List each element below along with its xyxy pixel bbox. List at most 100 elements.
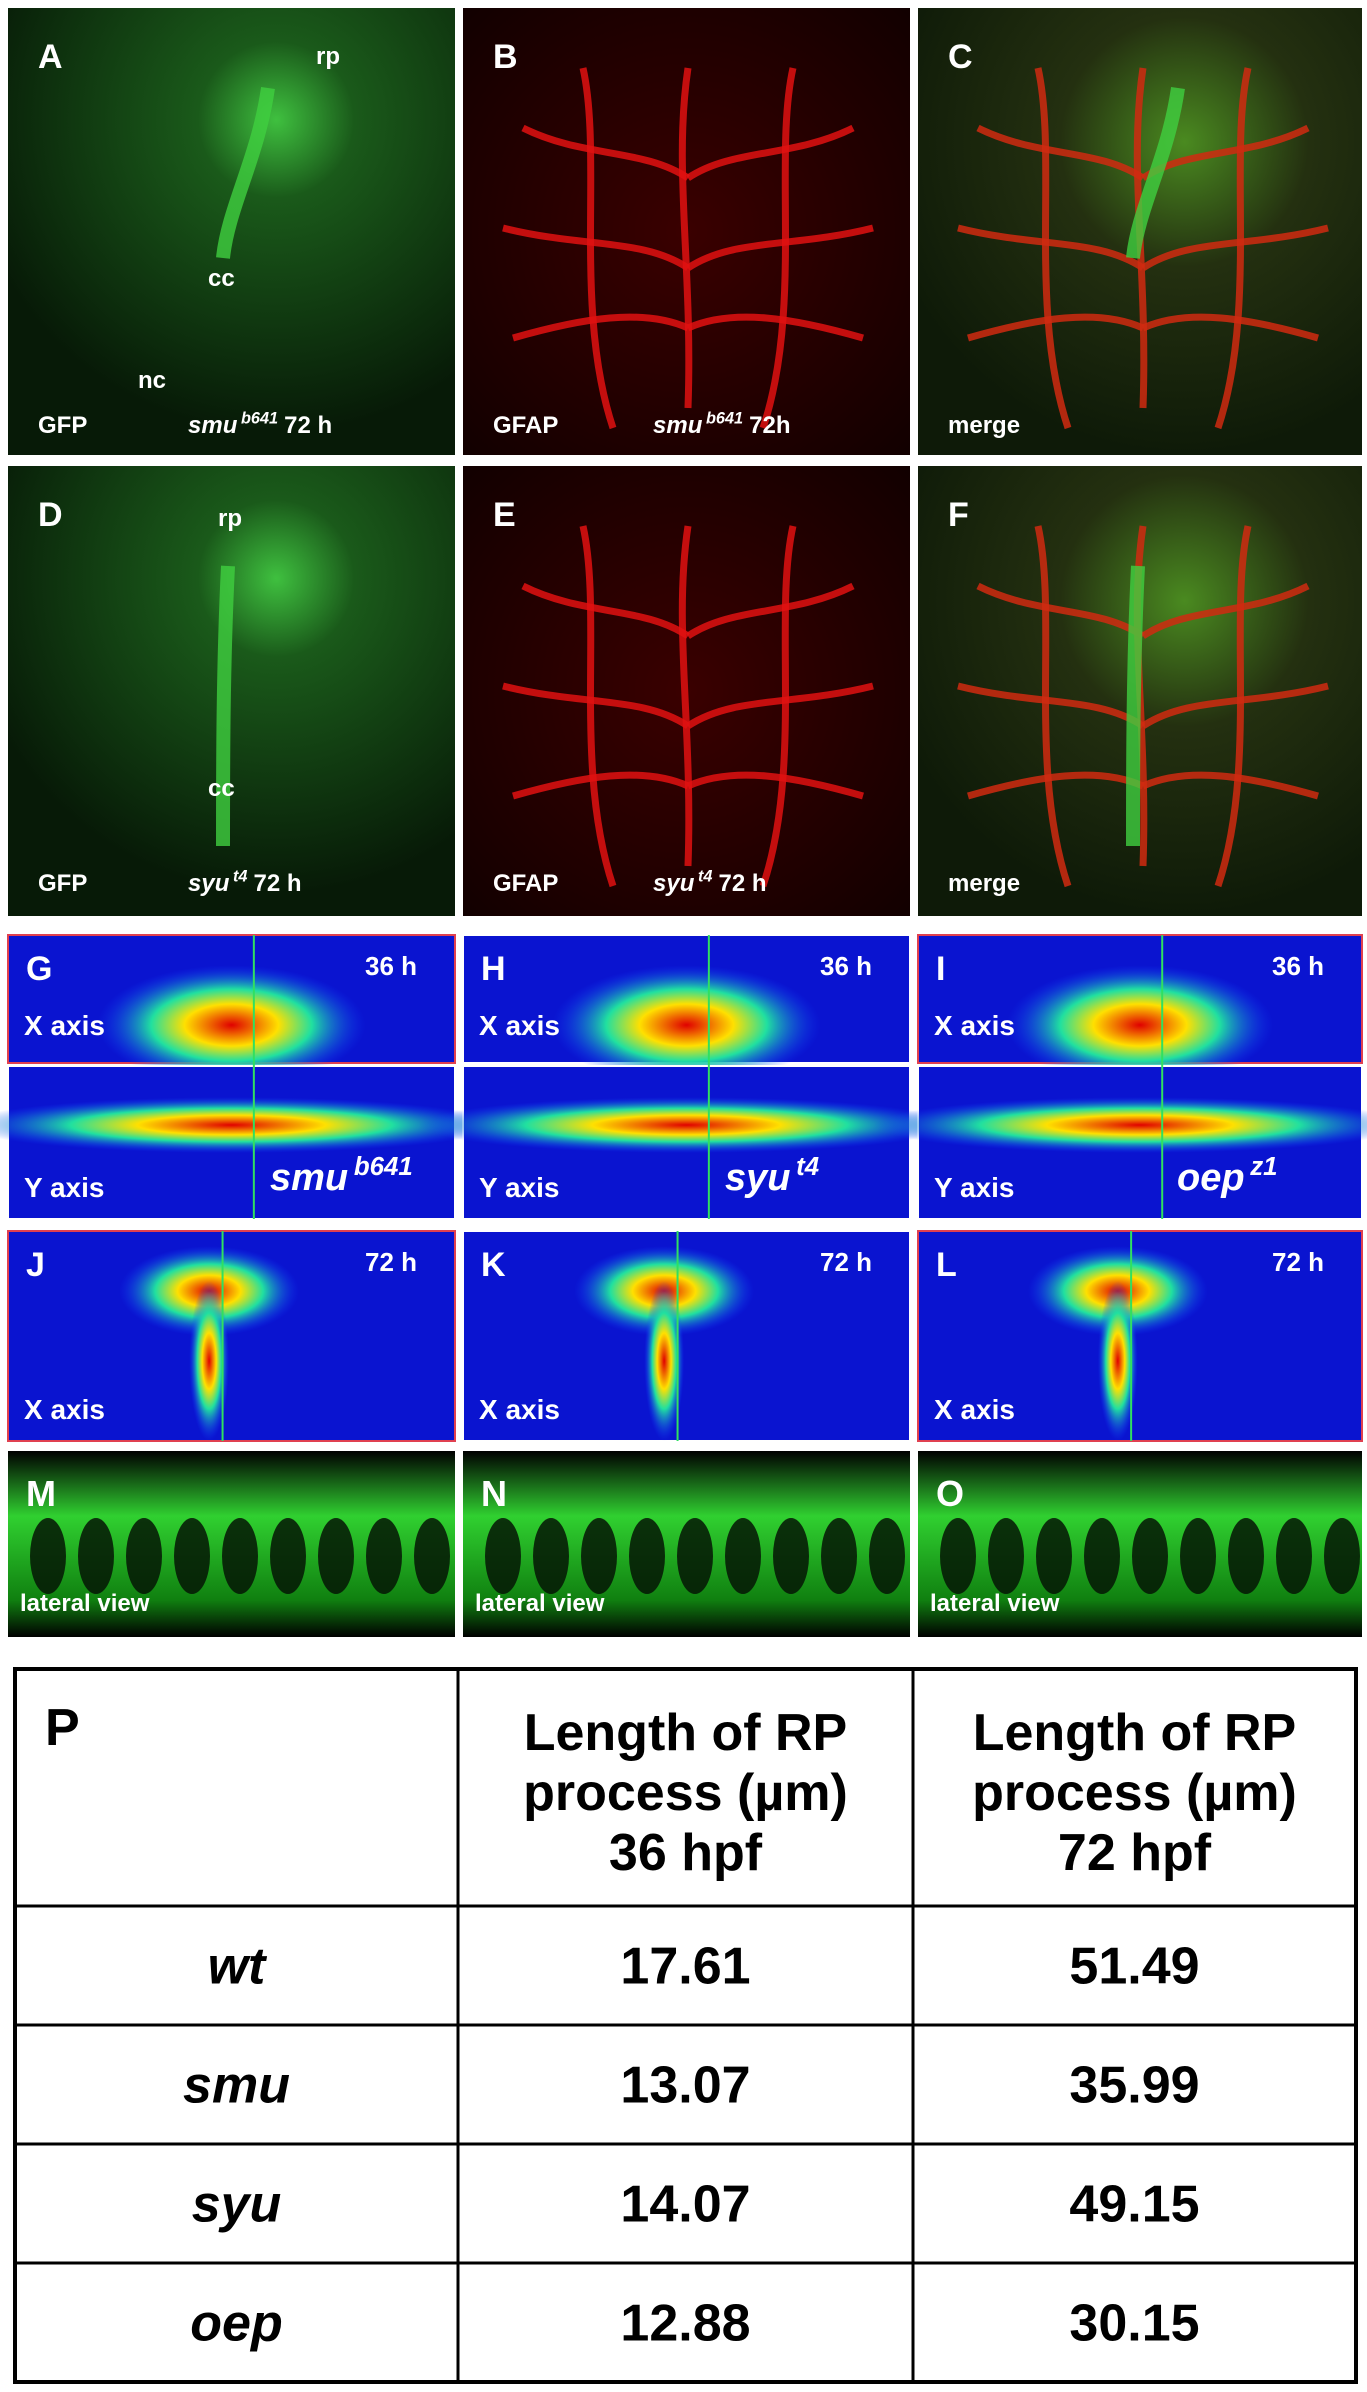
cell [629,1518,665,1594]
genotype-label: smu b641 72h [653,409,791,439]
fiber [686,224,874,271]
stain-label: merge [948,870,1020,897]
cell [174,1518,210,1594]
signal [0,1097,500,1153]
letter-label: M [26,1473,56,1514]
cell [126,1518,162,1594]
signal [97,965,366,1085]
stain-label: GFP [38,870,87,897]
row-label: smu [183,2057,290,2115]
fiber [759,525,797,888]
cell [485,1518,521,1594]
letter-label: C [948,38,973,76]
genotype: oep [1177,1157,1245,1199]
cell [318,1518,354,1594]
x-axis-label: X axis [934,1010,1015,1041]
rp-process [1126,87,1185,259]
panel: K 72 h X axis [462,1230,911,1442]
rp-process [216,87,275,259]
allele: t4 [698,867,713,885]
cc-label: cc [208,265,235,292]
fiber [686,682,874,729]
letter-label: H [481,950,506,988]
cell-value: 12.88 [620,2295,750,2353]
signal [189,1281,230,1441]
fiber [1141,313,1319,342]
signal [644,1281,685,1441]
stain-label: GFAP [493,412,558,439]
cell [773,1518,809,1594]
cell-value: 30.15 [1069,2295,1199,2353]
cell [677,1518,713,1594]
fiber [579,525,617,888]
allele: t4 [796,1153,819,1181]
genotype-label: oep z1 [1177,1153,1278,1199]
row-label: syu [192,2176,282,2234]
allele: t4 [233,867,248,885]
fiber [502,224,690,271]
letter-label: O [936,1473,964,1514]
fiber [512,771,690,800]
cell [222,1518,258,1594]
cell [533,1518,569,1594]
letter-label: J [26,1246,45,1284]
cell [869,1518,905,1594]
y-axis-label: Y axis [24,1172,104,1203]
fiber [1141,582,1310,639]
cell [30,1518,66,1594]
cell-value: 49.15 [1069,2176,1199,2234]
fiber [1214,67,1252,430]
fiber [521,582,690,639]
cell [414,1518,450,1594]
cell [940,1518,976,1594]
x-axis-label: X axis [24,1394,105,1425]
time: 72 h [253,870,301,897]
cell-value: 51.49 [1069,1938,1199,1996]
y-axis-label: Y axis [479,1172,559,1203]
fiber [1034,525,1072,888]
genotype: syu [188,870,230,897]
cell [1180,1518,1216,1594]
time-label: 36 h [365,951,417,981]
time-label: 36 h [1272,951,1324,981]
fiber [759,67,797,430]
genotype-label: smu b641 72 h [188,409,332,439]
time: 72 h [284,412,332,439]
view-label: lateral view [20,1590,150,1617]
rp-label: rp [218,505,242,532]
allele: b641 [241,409,278,427]
letter-label: E [493,496,516,534]
time-label: 72 h [1272,1247,1324,1277]
time-label: 72 h [820,1247,872,1277]
cell [988,1518,1024,1594]
letter-label: K [481,1246,506,1284]
cell [1132,1518,1168,1594]
x-axis-label: X axis [479,1394,560,1425]
fiber [502,682,690,729]
column-header: 72 hpf [1058,1824,1212,1882]
genotype: smu [188,412,238,439]
letter-label: G [26,950,52,988]
cell-value: 17.61 [620,1938,750,1996]
signal [873,1097,1367,1153]
fiber [1034,67,1072,430]
column-header: process (µm) [523,1764,848,1822]
rp-label: rp [316,43,340,70]
x-axis-label: X axis [934,1394,1015,1425]
fiber [1214,525,1252,888]
cell [1036,1518,1072,1594]
signal [1006,965,1274,1085]
fiber [512,313,690,342]
fiber [1141,682,1329,729]
letter-label: I [936,950,945,988]
panel: G 36 h X axis Y axis smu b641 [0,934,500,1220]
rp-process [216,565,235,847]
signal [552,965,821,1085]
fiber [678,525,693,867]
fiber [976,582,1145,639]
genotype-label: smu b641 [270,1153,413,1199]
cell-value: 35.99 [1069,2057,1199,2115]
